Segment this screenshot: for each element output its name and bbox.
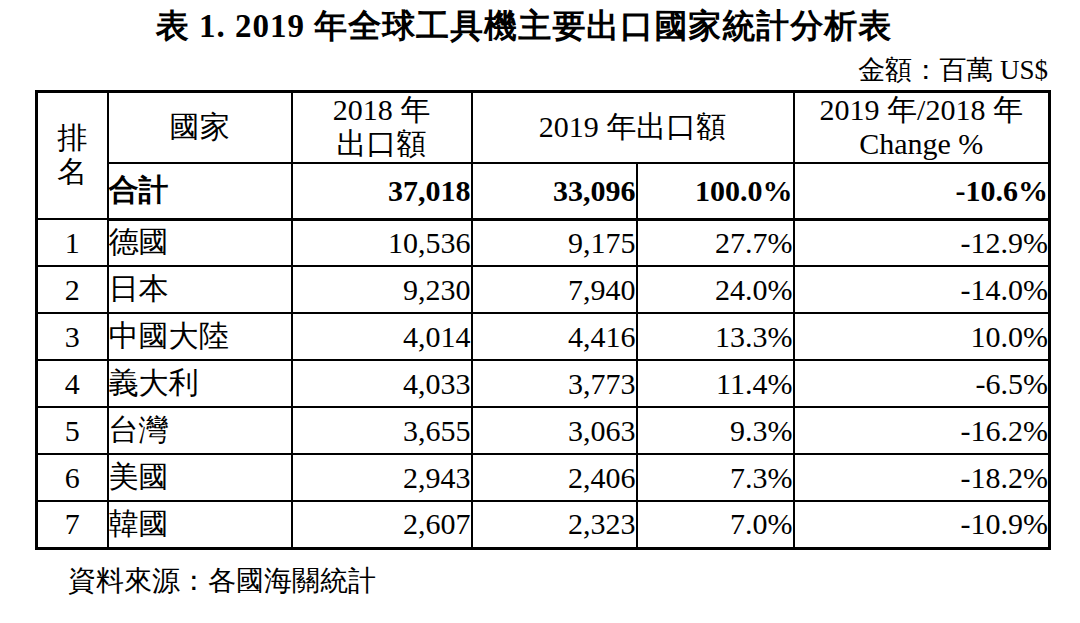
rank-cell: 7: [37, 501, 108, 548]
exports-2018-cell: 10,536: [292, 219, 472, 266]
country-cell: 德國: [108, 219, 292, 266]
exports-2018-cell: 2,943: [292, 454, 472, 501]
country-cell: 中國大陸: [108, 313, 292, 360]
rank-cell: 2: [37, 266, 108, 313]
change-cell: 10.0%: [794, 313, 1050, 360]
change-cell: -16.2%: [794, 407, 1050, 454]
rank-cell: 5: [37, 407, 108, 454]
document-page: 表 1. 2019 年全球工具機主要出口國家統計分析表 金額：百萬 US$ 排 …: [0, 0, 1080, 623]
total-share-2019: 100.0%: [637, 163, 794, 219]
exports-2018-cell: 4,014: [292, 313, 472, 360]
exports-2019-cell: 7,940: [472, 266, 637, 313]
col-header-rank: 排 名: [37, 91, 108, 219]
change-cell: -12.9%: [794, 219, 1050, 266]
exports-2019-cell: 9,175: [472, 219, 637, 266]
table-row: 2 日本 9,230 7,940 24.0% -14.0%: [37, 266, 1050, 313]
table-row: 3 中國大陸 4,014 4,416 13.3% 10.0%: [37, 313, 1050, 360]
share-2019-cell: 27.7%: [637, 219, 794, 266]
unit-note: 金額：百萬 US$: [35, 56, 1048, 86]
table-row: 1 德國 10,536 9,175 27.7% -12.9%: [37, 219, 1050, 266]
exports-2019-cell: 4,416: [472, 313, 637, 360]
table-row: 7 韓國 2,607 2,323 7.0% -10.9%: [37, 501, 1050, 548]
exports-2018-cell: 2,607: [292, 501, 472, 548]
rank-cell: 4: [37, 360, 108, 407]
col-header-change: 2019 年/2018 年 Change %: [794, 91, 1050, 163]
exports-2019-cell: 2,323: [472, 501, 637, 548]
header-row: 排 名 國家 2018 年 出口額 2019 年出口額 2019 年/2018 …: [37, 91, 1050, 163]
total-row: 合計 37,018 33,096 100.0% -10.6%: [37, 163, 1050, 219]
country-cell: 日本: [108, 266, 292, 313]
table-row: 5 台灣 3,655 3,063 9.3% -16.2%: [37, 407, 1050, 454]
change-cell: -18.2%: [794, 454, 1050, 501]
table-row: 4 義大利 4,033 3,773 11.4% -6.5%: [37, 360, 1050, 407]
country-cell: 義大利: [108, 360, 292, 407]
page-title: 表 1. 2019 年全球工具機主要出口國家統計分析表: [0, 8, 1048, 46]
exports-2018-cell: 4,033: [292, 360, 472, 407]
country-cell: 台灣: [108, 407, 292, 454]
change-cell: -10.9%: [794, 501, 1050, 548]
rank-cell: 3: [37, 313, 108, 360]
col-header-exports-2019: 2019 年出口額: [472, 91, 794, 163]
share-2019-cell: 7.0%: [637, 501, 794, 548]
exports-2018-cell: 3,655: [292, 407, 472, 454]
source-note: 資料來源：各國海關統計: [68, 566, 1080, 597]
country-cell: 美國: [108, 454, 292, 501]
country-cell: 韓國: [108, 501, 292, 548]
share-2019-cell: 13.3%: [637, 313, 794, 360]
col-header-exports-2018: 2018 年 出口額: [292, 91, 472, 163]
share-2019-cell: 7.3%: [637, 454, 794, 501]
share-2019-cell: 24.0%: [637, 266, 794, 313]
total-exports-2019: 33,096: [472, 163, 637, 219]
change-cell: -6.5%: [794, 360, 1050, 407]
col-header-country: 國家: [108, 91, 292, 163]
total-label: 合計: [108, 163, 292, 219]
share-2019-cell: 9.3%: [637, 407, 794, 454]
total-change: -10.6%: [794, 163, 1050, 219]
rank-cell: 6: [37, 454, 108, 501]
exports-2018-cell: 9,230: [292, 266, 472, 313]
table-row: 6 美國 2,943 2,406 7.3% -18.2%: [37, 454, 1050, 501]
share-2019-cell: 11.4%: [637, 360, 794, 407]
total-exports-2018: 37,018: [292, 163, 472, 219]
exports-2019-cell: 3,773: [472, 360, 637, 407]
export-statistics-table: 排 名 國家 2018 年 出口額 2019 年出口額 2019 年/2018 …: [35, 90, 1051, 550]
exports-2019-cell: 3,063: [472, 407, 637, 454]
change-cell: -14.0%: [794, 266, 1050, 313]
rank-cell: 1: [37, 219, 108, 266]
exports-2019-cell: 2,406: [472, 454, 637, 501]
